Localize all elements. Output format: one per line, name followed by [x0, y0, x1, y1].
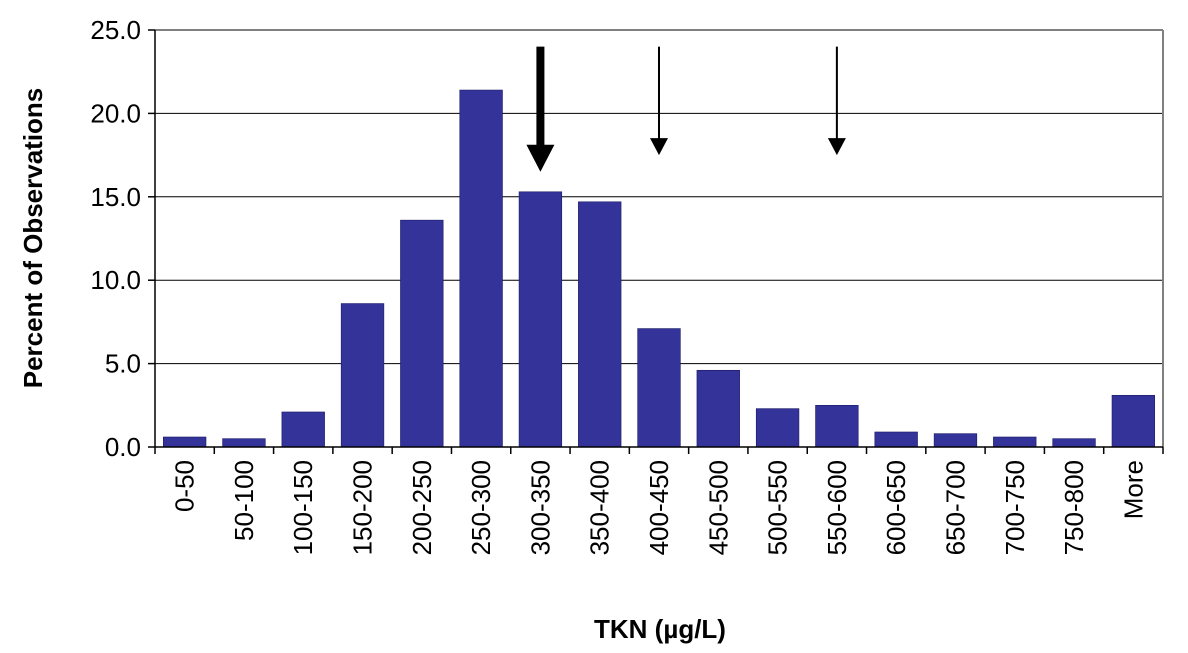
x-tick-label: 100-150: [288, 460, 318, 555]
x-tick-labels: 0-50 50-100 100-150 150-200 200-250 250-300 30…: [170, 460, 1149, 555]
y-tick-label: 25.0: [90, 15, 141, 45]
bar: [993, 436, 1037, 448]
x-tick-label: 400-450: [644, 460, 674, 555]
y-tick-label: 0.0: [105, 432, 141, 462]
arrow-annotation: [827, 46, 846, 156]
bar: [933, 433, 978, 448]
x-tick-label: More: [1118, 460, 1148, 519]
bar: [1111, 394, 1155, 448]
x-tick-label: 150-200: [348, 460, 378, 555]
annotation-arrows: [526, 46, 846, 172]
bar: [637, 328, 681, 448]
bar: [340, 303, 385, 448]
arrow-head: [650, 138, 668, 156]
x-tick-label: 0-50: [170, 460, 200, 512]
bar: [518, 191, 563, 448]
x-tick-label: 700-750: [1000, 460, 1030, 555]
bar: [1052, 438, 1096, 448]
x-tick-label: 350-400: [585, 460, 615, 555]
arrow-annotation: [526, 46, 555, 172]
y-tick-labels: 0.0 5.0 10.0 15.0 20.0 25.0: [90, 15, 141, 462]
bar: [755, 408, 800, 448]
bars: [163, 89, 1155, 448]
bar: [874, 431, 918, 448]
arrow-annotation: [650, 46, 668, 156]
arrow-head: [827, 138, 846, 156]
bar: [815, 404, 859, 448]
bar: [222, 438, 266, 448]
x-tick-label: 600-650: [881, 460, 911, 555]
bar: [696, 369, 740, 448]
x-tick-label: 300-350: [525, 460, 555, 555]
bar: [281, 411, 325, 448]
x-tick-label: 550-600: [822, 460, 852, 555]
bar: [400, 219, 444, 448]
bar: [163, 436, 207, 448]
bar: [578, 201, 622, 448]
y-axis-title: Percent of Observations: [18, 88, 48, 389]
axes: [148, 29, 1164, 454]
y-tick-label: 20.0: [90, 98, 141, 128]
x-tick-label: 200-250: [407, 460, 437, 555]
arrow-head: [526, 144, 555, 172]
y-tick-label: 15.0: [90, 182, 141, 212]
x-axis-title: TKN (µg/L): [594, 614, 726, 644]
x-tick-label: 250-300: [466, 460, 496, 555]
y-tick-label: 10.0: [90, 265, 141, 295]
x-tick-label: 500-550: [763, 460, 793, 555]
bar: [459, 89, 503, 448]
x-tick-label: 750-800: [1059, 460, 1089, 555]
y-tick-label: 5.0: [105, 349, 141, 379]
x-tick-label: 50-100: [229, 460, 259, 541]
x-tick-label: 450-500: [703, 460, 733, 555]
x-tick-label: 650-700: [940, 460, 970, 555]
